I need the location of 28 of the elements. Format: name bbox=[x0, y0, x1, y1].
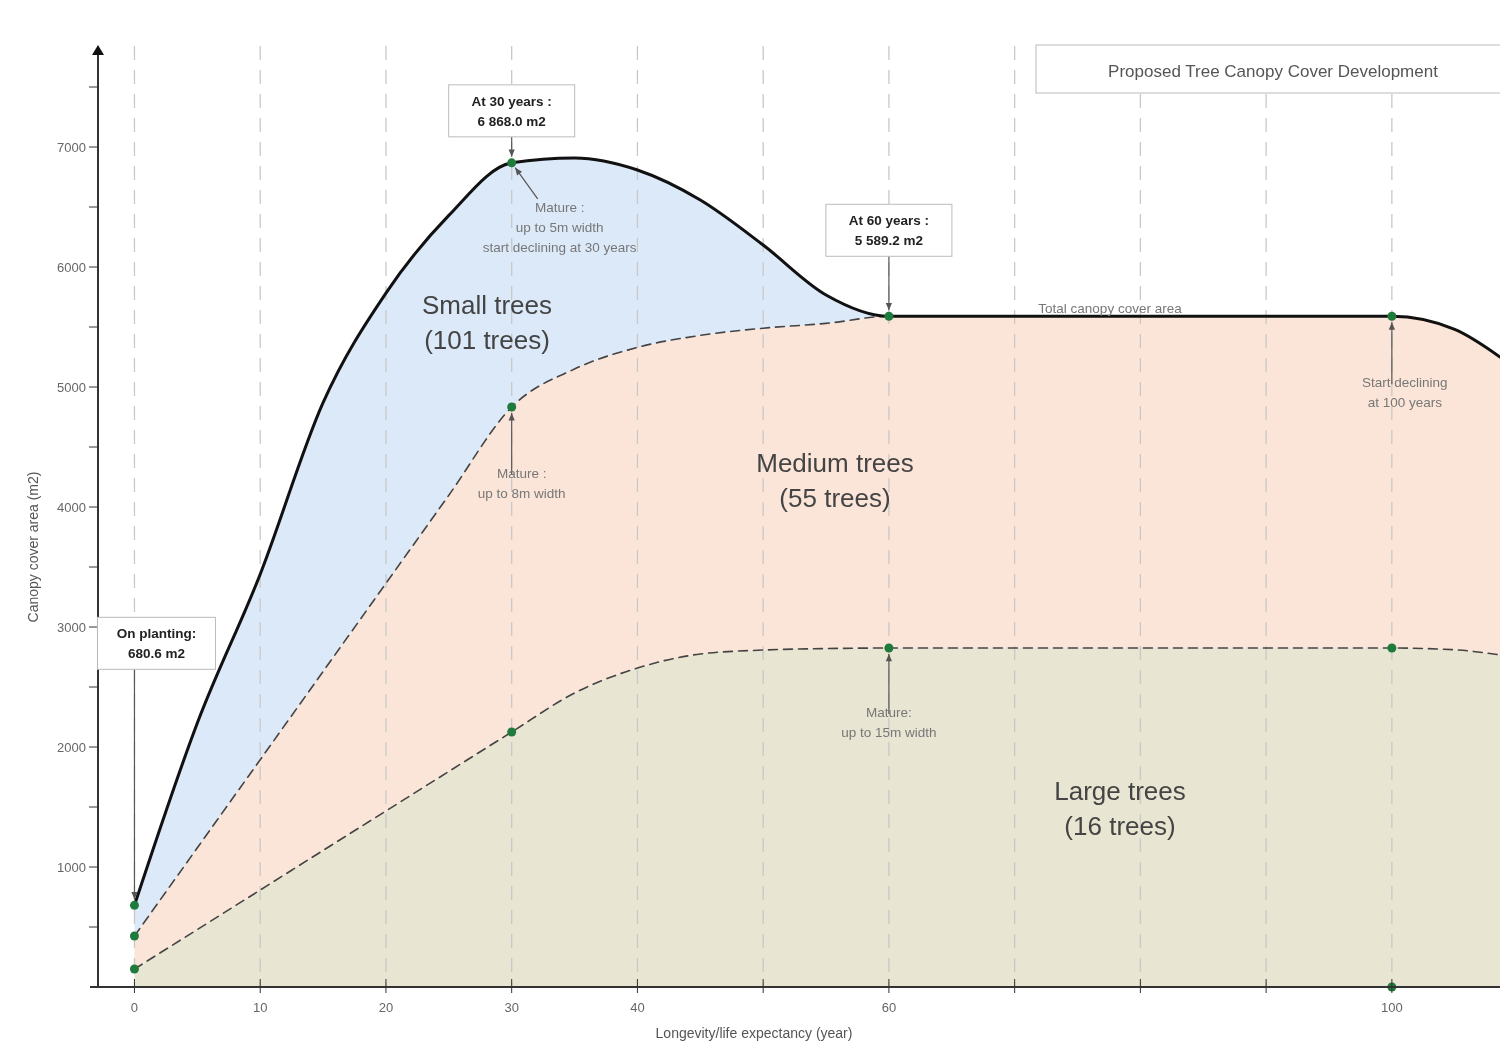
x-tick-label: 100 bbox=[1381, 1000, 1403, 1015]
annotation: At 60 years : 5 589.2 m2 bbox=[848, 213, 930, 249]
series-label: Large trees (16 trees) bbox=[1054, 776, 1186, 841]
y-tick-label: 2000 bbox=[57, 740, 86, 755]
annotation: Mature : up to 5m width start declining at 30 years bbox=[482, 199, 637, 255]
y-tick-label: 3000 bbox=[57, 620, 86, 635]
y-tick-label: 6000 bbox=[57, 260, 86, 275]
y-axis-title: Canopy cover area (m2) bbox=[25, 471, 41, 623]
y-tick-label: 5000 bbox=[57, 380, 86, 395]
x-tick-label: 0 bbox=[130, 1000, 139, 1015]
x-tick-label: 20 bbox=[378, 1000, 394, 1015]
annotation: On planting: 680.6 m2 bbox=[116, 626, 197, 662]
y-tick-label: 7000 bbox=[57, 140, 86, 155]
annotation: Start declining at 100 years bbox=[1362, 375, 1448, 411]
annotation: Mature: up to 15m width bbox=[841, 705, 937, 740]
annotation: At 30 years : 6 868.0 m2 bbox=[471, 93, 552, 129]
y-tick-label: 4000 bbox=[57, 500, 86, 515]
text: Proposed Tree Canopy Cover Development bbox=[1108, 62, 1439, 81]
x-axis-title: Longevity/life expectancy (year) bbox=[655, 1025, 853, 1041]
x-tick-label: 40 bbox=[630, 1000, 645, 1015]
x-tick-label: 30 bbox=[504, 1000, 519, 1015]
series-label: Small trees (101 trees) bbox=[421, 290, 553, 355]
y-tick-label: 1000 bbox=[57, 860, 86, 875]
x-tick-label: 10 bbox=[252, 1000, 268, 1015]
x-tick-label: 60 bbox=[881, 1000, 897, 1015]
annotation: Mature : up to 8m width bbox=[477, 466, 566, 502]
annotation: Total canopy cover area bbox=[1038, 301, 1183, 316]
series-label: Medium trees (55 trees) bbox=[756, 448, 914, 513]
